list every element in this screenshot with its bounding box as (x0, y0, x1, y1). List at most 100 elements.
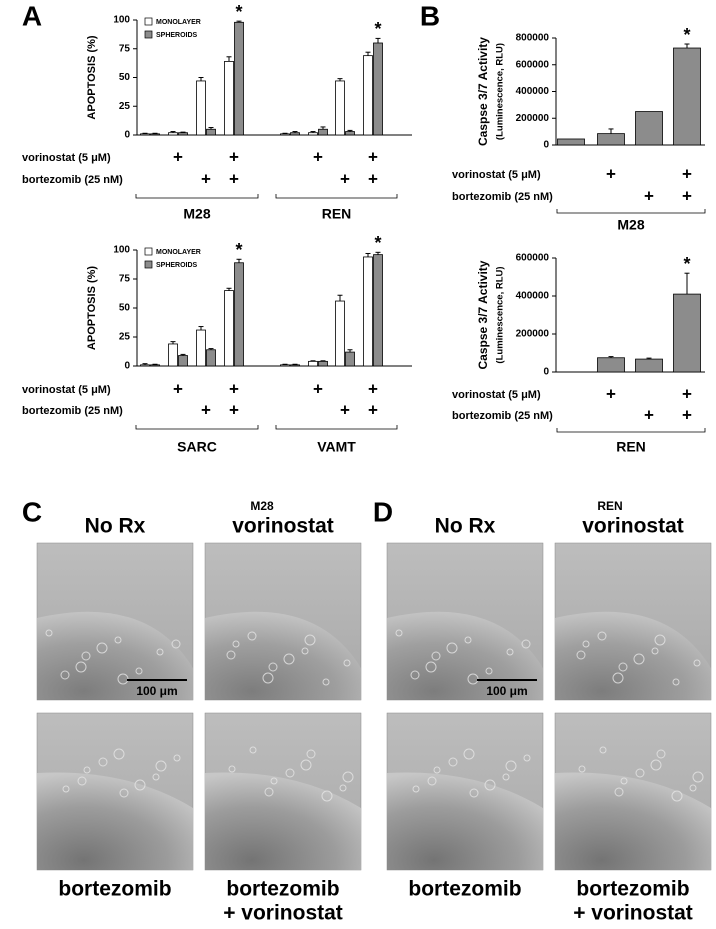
treatment-label: vorinostat (5 μM) (452, 169, 541, 181)
bar (635, 358, 663, 373)
treatment-label: vorinostat (5 μM) (22, 384, 111, 396)
treatment-mark: + (368, 169, 378, 188)
cell (469, 788, 479, 798)
y-axis-label: Caspse 3/7 Activity (476, 37, 490, 146)
y-axis-sublabel: (Luminescence, RLU) (495, 43, 506, 140)
group-bracket (275, 194, 398, 199)
treatment-mark: + (340, 400, 350, 419)
treatment-mark: + (682, 164, 692, 183)
bar (345, 351, 355, 367)
bar (363, 55, 373, 136)
y-tick-label: 75 (119, 274, 131, 285)
treatment-label: vorinostat (5 μM) (22, 152, 111, 164)
cell (433, 766, 441, 774)
micrograph-title: REN (597, 499, 622, 513)
y-axis-label: APOPTOSIS (%) (86, 266, 98, 350)
bar (140, 364, 150, 367)
spheroid (387, 772, 543, 870)
cell (672, 678, 680, 686)
treatment-mark: + (201, 400, 211, 419)
cell (171, 639, 181, 649)
y-tick-label: 25 (119, 332, 131, 343)
bar (345, 131, 355, 136)
cell (322, 678, 330, 686)
cell (614, 787, 624, 797)
cell (264, 787, 274, 797)
group-label: REN (616, 439, 646, 455)
treatment-mark: + (644, 405, 654, 424)
micrograph-label: bortezomib (226, 878, 339, 901)
treatment-mark: + (340, 169, 350, 188)
treatment-mark: + (682, 405, 692, 424)
cell (304, 634, 316, 646)
treatment-mark: + (682, 186, 692, 205)
cell (300, 759, 312, 771)
significance-marker: * (235, 2, 242, 22)
cell (342, 771, 354, 783)
legend-label: SPHEROIDS (156, 32, 198, 39)
significance-marker: * (683, 254, 690, 274)
legend-swatch (144, 30, 153, 39)
cell (578, 765, 586, 773)
bar (178, 132, 188, 136)
bar (168, 132, 178, 136)
bar (280, 364, 290, 367)
bar (335, 80, 345, 136)
legend-swatch (144, 247, 153, 256)
bar (234, 262, 244, 367)
panel-label: D (373, 496, 393, 527)
spheroid (205, 611, 361, 700)
bar (597, 357, 625, 373)
treatment-mark: + (682, 384, 692, 403)
treatment-mark: + (368, 379, 378, 398)
micrograph-label: No Rx (435, 515, 496, 538)
cell (656, 749, 666, 759)
cell (650, 759, 662, 771)
cell (412, 785, 420, 793)
group-bracket (556, 428, 706, 433)
bar (150, 133, 160, 136)
group-label: VAMT (317, 439, 356, 455)
significance-marker: * (683, 25, 690, 45)
legend-swatch (144, 17, 153, 26)
cell (81, 651, 91, 661)
bar (140, 133, 150, 136)
cell (502, 773, 510, 781)
treatment-mark: + (368, 400, 378, 419)
treatment-mark: + (229, 169, 239, 188)
treatment-mark: + (313, 379, 323, 398)
cell (62, 785, 70, 793)
cell (689, 784, 697, 792)
y-tick-label: 600000 (516, 253, 550, 264)
cell (464, 636, 472, 644)
cell (135, 667, 143, 675)
micrograph-label: bortezomib (58, 878, 171, 901)
cell (425, 661, 437, 673)
treatment-mark: + (229, 400, 239, 419)
bar (206, 349, 216, 367)
cell (268, 662, 278, 672)
cell (152, 773, 160, 781)
spheroid (387, 611, 543, 700)
cell (226, 650, 236, 660)
cell (249, 746, 257, 754)
bar (335, 300, 345, 367)
significance-marker: * (374, 19, 381, 39)
micrograph-label: + vorinostat (573, 902, 693, 925)
micrograph-label: No Rx (85, 515, 146, 538)
cell (427, 776, 437, 786)
cell (431, 651, 441, 661)
cell (114, 636, 122, 644)
cell (98, 757, 108, 767)
cell (75, 661, 87, 673)
y-tick-label: 0 (124, 361, 130, 372)
micrograph-title: M28 (250, 499, 274, 513)
bar (318, 360, 328, 367)
bar (280, 133, 290, 136)
spheroid (37, 611, 193, 700)
cell (463, 748, 475, 760)
panel-label: A (22, 0, 42, 31)
cell (173, 754, 181, 762)
cell (247, 631, 257, 641)
cell (343, 659, 351, 667)
